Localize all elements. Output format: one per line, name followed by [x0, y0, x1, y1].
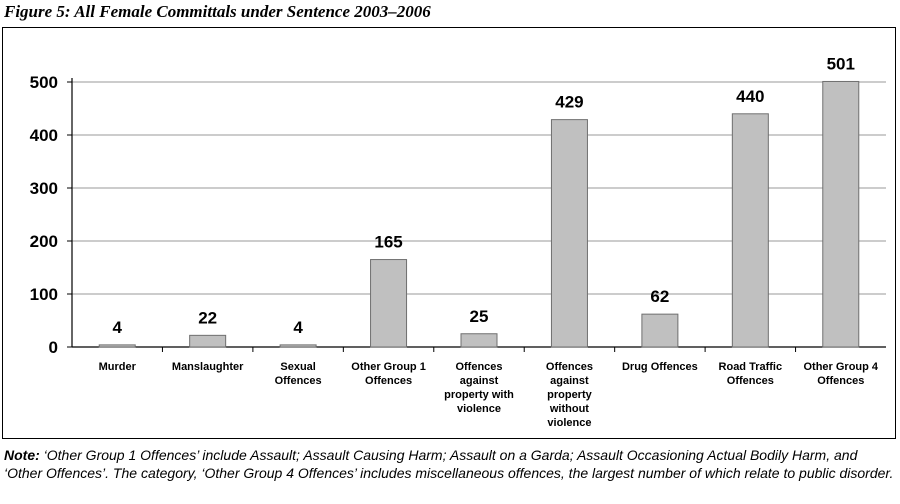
- figure-title: Figure 5: All Female Committals under Se…: [4, 2, 431, 21]
- bar: [460, 333, 498, 348]
- y-tick-label: 500: [30, 73, 58, 92]
- x-tick-label-line: property: [547, 389, 593, 401]
- x-tick-label-line: against: [460, 375, 499, 387]
- chart-frame: [2, 27, 896, 439]
- y-tick-label: 100: [30, 285, 58, 304]
- x-tick-label-line: violence: [457, 403, 501, 415]
- bar: [98, 344, 136, 348]
- y-tick-label: 300: [30, 179, 58, 198]
- x-tick-label: Sexual Offences: [275, 361, 322, 387]
- data-label: 4: [112, 318, 122, 337]
- bar: [279, 344, 317, 348]
- x-tick-label-line: violence: [547, 417, 591, 429]
- x-tick-label: Road Traffic Offences: [719, 361, 783, 387]
- data-label: 501: [827, 54, 855, 73]
- x-tick-label: Other Group 1 Offences: [351, 361, 426, 387]
- bar: [731, 113, 769, 348]
- x-tick-label-line: Murder: [99, 361, 137, 373]
- x-tick-label-line: property with: [444, 389, 514, 401]
- data-label: 429: [555, 93, 583, 112]
- x-tick-label: Manslaughter: [172, 361, 244, 373]
- x-tick-label-line: Offences: [817, 375, 864, 387]
- x-tick-label-line: Manslaughter: [172, 361, 244, 373]
- x-tick-label: Drug Offences: [622, 361, 698, 373]
- x-tick-label-line: Offences: [546, 361, 593, 373]
- x-tick-label: Offences against property without violence: [546, 361, 593, 429]
- x-tick-label-line: Offences: [727, 375, 774, 387]
- data-label: 62: [650, 287, 669, 306]
- figure-note: Note: ‘Other Group 1 Offences’ include A…: [4, 446, 896, 482]
- note-label: Note:: [4, 447, 40, 463]
- bar: [641, 313, 679, 348]
- bar: [370, 259, 408, 348]
- x-tick-label: Offences against property with violence: [444, 361, 514, 415]
- x-tick-label-line: Drug Offences: [622, 361, 698, 373]
- data-label: 4: [293, 318, 303, 337]
- x-tick-label-line: Other Group 1: [351, 361, 426, 373]
- x-tick-label: Other Group 4 Offences: [803, 361, 878, 387]
- data-label: 25: [470, 307, 489, 326]
- y-tick-label: 0: [49, 338, 58, 357]
- y-tick-label: 200: [30, 232, 58, 251]
- bar: [189, 334, 227, 348]
- note-text: ‘Other Group 1 Offences’ include Assault…: [4, 447, 894, 481]
- bar: [822, 80, 860, 348]
- x-tick-label-line: Offences: [455, 361, 502, 373]
- x-tick-label: Murder: [99, 361, 137, 373]
- x-tick-label-line: Offences: [365, 375, 412, 387]
- data-label: 22: [198, 308, 217, 327]
- x-tick-label-line: Offences: [275, 375, 322, 387]
- data-label: 440: [736, 87, 764, 106]
- bar: [550, 119, 588, 348]
- x-tick-label-line: Sexual: [280, 361, 315, 373]
- y-tick-label: 400: [30, 126, 58, 145]
- data-label: 165: [374, 233, 402, 252]
- bar-chart: 0 100 200 300 400 500 4 Murder 22 Manslaughter 4 Se…: [30, 54, 886, 429]
- x-tick-label-line: Other Group 4: [803, 361, 878, 373]
- x-tick-label-line: Road Traffic: [719, 361, 783, 373]
- x-tick-label-line: without: [549, 403, 589, 415]
- x-tick-label-line: against: [550, 375, 589, 387]
